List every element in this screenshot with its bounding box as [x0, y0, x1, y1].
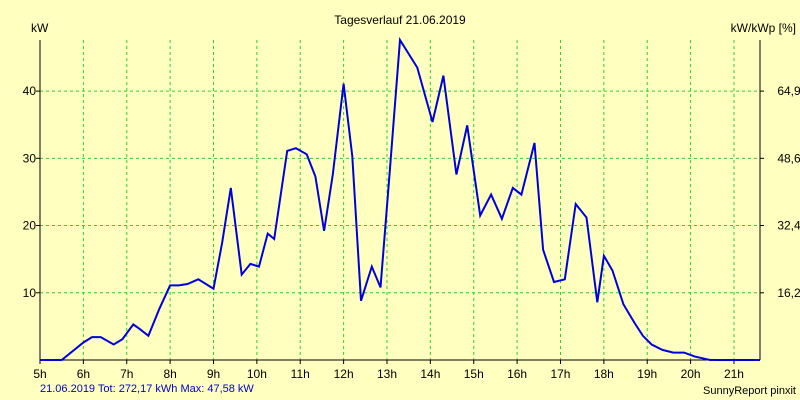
chart-title: Tagesverlauf 21.06.2019: [334, 13, 466, 27]
footer-credit: SunnyReport pinxit: [703, 385, 796, 397]
x-tick-label: 14h: [420, 367, 440, 381]
right-axis-unit: kW/kWp [%]: [731, 21, 796, 35]
x-tick-label: 6h: [77, 367, 90, 381]
x-tick-label: 17h: [550, 367, 570, 381]
x-tick-label: 13h: [377, 367, 397, 381]
x-tick-label: 16h: [507, 367, 527, 381]
x-tick-label: 12h: [334, 367, 354, 381]
y-tick-label-right: 16,2: [777, 286, 800, 300]
x-tick-label: 7h: [120, 367, 133, 381]
y-tick-label-left: 30: [23, 151, 37, 165]
x-tick-label: 15h: [464, 367, 484, 381]
x-tick-label: 8h: [163, 367, 176, 381]
y-tick-label-right: 32,4: [777, 219, 800, 233]
tick-labels: 5h 6h 7h 8h 9h 10h 11h 12h 13h 14h 15h 16h 17h 18h 19h…: [23, 84, 800, 381]
x-tick-label: 21h: [724, 367, 744, 381]
left-axis-unit: kW: [31, 21, 49, 35]
y-tick-label-left: 10: [23, 286, 37, 300]
axes: [39, 40, 761, 361]
x-tick-label: 18h: [594, 367, 614, 381]
x-tick-label: 20h: [681, 367, 701, 381]
series-line: [40, 36, 760, 361]
y-tick-label-left: 20: [23, 219, 37, 233]
footer-summary: 21.06.2019 Tot: 272,17 kWh Max: 47,58 kW: [40, 383, 254, 395]
series: [40, 36, 760, 361]
x-tick-label: 9h: [207, 367, 220, 381]
y-tick-label-right: 64,9: [777, 84, 800, 98]
grid: [40, 40, 760, 360]
x-tick-label: 11h: [291, 367, 310, 381]
x-tick-label: 10h: [247, 367, 267, 381]
plot-area: [40, 40, 760, 360]
y-tick-label-right: 48,6: [777, 151, 800, 165]
x-tick-label: 19h: [637, 367, 657, 381]
y-tick-label-left: 40: [23, 84, 37, 98]
x-tick-label: 5h: [33, 367, 46, 381]
